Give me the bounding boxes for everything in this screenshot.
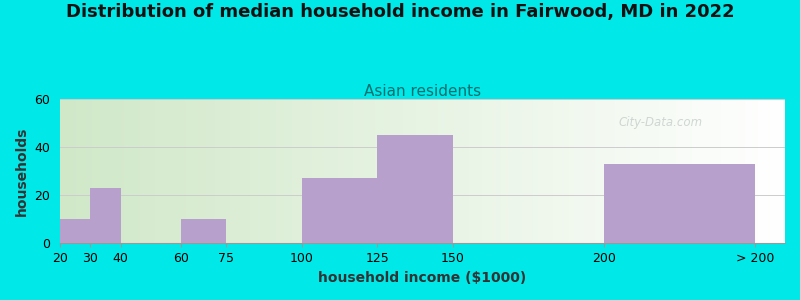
X-axis label: household income ($1000): household income ($1000) [318, 271, 526, 285]
Title: Asian residents: Asian residents [364, 84, 481, 99]
Bar [604, 164, 754, 243]
Bar [181, 219, 226, 243]
Bar [60, 219, 90, 243]
Text: City-Data.com: City-Data.com [618, 116, 702, 129]
Y-axis label: households: households [15, 127, 29, 216]
Bar [90, 188, 121, 243]
Text: Distribution of median household income in Fairwood, MD in 2022: Distribution of median household income … [66, 3, 734, 21]
Bar [302, 178, 378, 243]
Bar [378, 135, 453, 243]
